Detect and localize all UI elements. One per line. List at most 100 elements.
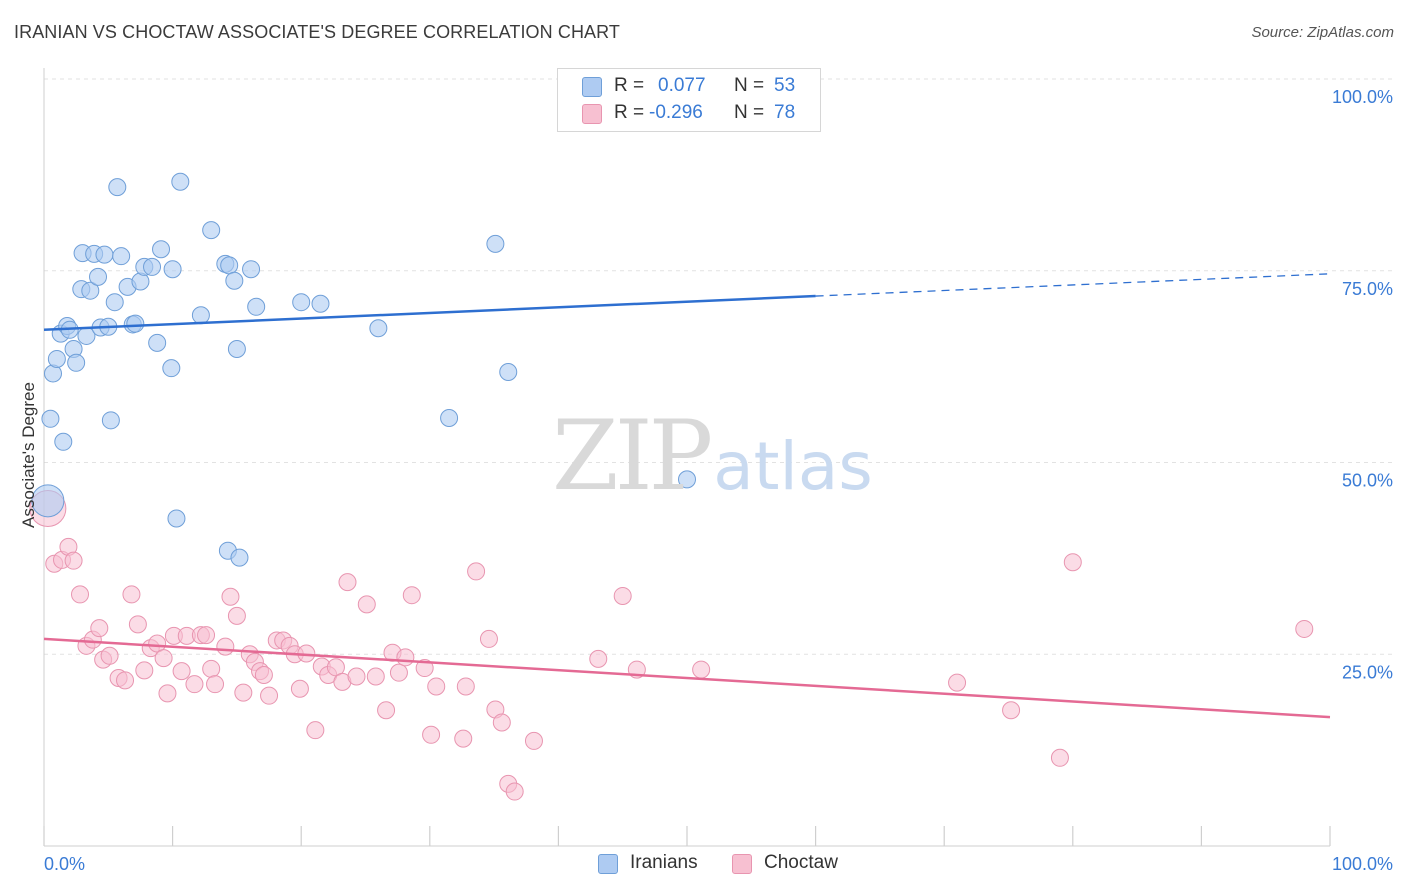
choctaw-point: [467, 562, 486, 581]
choctaw-point: [492, 713, 511, 732]
y-tick-label: 75.0%: [1342, 279, 1393, 299]
choctaw-point: [128, 615, 147, 634]
tick-labels: 100.0% 75.0% 50.0% 25.0% 0.0% 100.0% Associate…: [19, 87, 1393, 874]
legend-r-value: -0.296: [649, 102, 703, 123]
iranians-point: [311, 294, 330, 313]
choctaw-point: [135, 661, 154, 680]
iranians-point: [152, 240, 171, 259]
iranians-point: [41, 409, 60, 428]
axes: [43, 68, 1331, 847]
iranians-point: [227, 339, 246, 358]
iranians-point: [292, 293, 311, 312]
choctaw-point: [692, 660, 711, 679]
choctaw-point: [948, 673, 967, 692]
iranians-point: [167, 509, 186, 528]
iranians-point: [89, 267, 108, 286]
choctaw-point: [377, 701, 396, 720]
chart-title: IRANIAN VS CHOCTAW ASSOCIATE'S DEGREE CO…: [14, 22, 621, 42]
choctaw-point: [1295, 619, 1314, 638]
choctaw-point: [1050, 748, 1069, 767]
iranians-point: [171, 172, 190, 191]
choctaw-point: [524, 731, 543, 750]
iranians-point: [191, 306, 210, 325]
choctaw-point: [172, 662, 191, 681]
choctaw-point: [202, 659, 221, 678]
choctaw-point: [116, 671, 135, 690]
choctaw-point: [122, 585, 141, 604]
legend-swatch-iranians: [582, 77, 602, 97]
iranians-trend-line: [43, 294, 816, 332]
choctaw-point: [402, 586, 421, 605]
choctaw-point: [456, 677, 475, 696]
choctaw-point: [427, 677, 446, 696]
iranians-point: [369, 319, 388, 338]
trend-lines: [43, 273, 1331, 719]
iranians-point: [220, 256, 239, 275]
legend-n-label: N =: [734, 102, 765, 123]
y-tick-label: 100.0%: [1332, 87, 1393, 107]
choctaw-point: [206, 675, 225, 694]
choctaw-points: [29, 490, 1314, 801]
choctaw-point: [347, 667, 366, 686]
watermark-atlas: atlas: [713, 428, 873, 505]
legend-r-label: R =: [614, 102, 645, 123]
y-tick-label: 25.0%: [1342, 662, 1393, 682]
iranians-point: [54, 432, 73, 451]
correlation-legend: R = 0.077 N = 53 R = -0.296 N = 78: [557, 68, 821, 132]
choctaw-point: [396, 648, 415, 667]
bottom-swatch-choctaw: [732, 854, 752, 874]
iranians-point: [31, 484, 65, 518]
choctaw-point: [389, 663, 408, 682]
choctaw-point: [454, 729, 473, 748]
y-tick-label: 50.0%: [1342, 471, 1393, 491]
choctaw-point: [589, 649, 608, 668]
iranians-point: [108, 178, 127, 197]
choctaw-point: [227, 606, 246, 625]
bottom-label-iranians: Iranians: [630, 852, 698, 873]
iranians-point: [247, 297, 266, 316]
watermark-zip: ZIP: [552, 400, 713, 512]
iranians-point: [486, 234, 505, 253]
choctaw-point: [1063, 553, 1082, 572]
iranians-point: [112, 247, 131, 266]
choctaw-point: [254, 665, 273, 684]
iranians-point: [242, 260, 261, 279]
iranians-point: [143, 257, 162, 276]
grid: [44, 78, 1395, 655]
legend-swatch-choctaw: [582, 104, 602, 124]
iranians-point: [678, 470, 696, 489]
choctaw-point: [90, 619, 109, 638]
legend-r-label: R =: [614, 75, 645, 96]
choctaw-point: [71, 585, 90, 604]
iranians-point: [230, 548, 249, 567]
choctaw-point: [357, 595, 376, 614]
iranians-point: [95, 245, 114, 264]
choctaw-point: [1002, 701, 1021, 720]
iranians-point: [202, 221, 221, 240]
iranians-point: [225, 271, 244, 290]
iranians-points: [31, 70, 748, 567]
choctaw-trend-line: [43, 637, 1331, 719]
choctaw-point: [260, 686, 279, 705]
iranians-point: [162, 359, 181, 378]
legend-n-label: N =: [734, 75, 765, 96]
legend-n-value: 53: [774, 75, 796, 96]
choctaw-point: [216, 637, 235, 656]
choctaw-point: [613, 586, 632, 605]
iranians-point: [126, 314, 145, 333]
iranians-point: [163, 260, 182, 279]
zipatlas-watermark: ZIPatlas: [552, 400, 873, 512]
choctaw-point: [154, 649, 173, 668]
choctaw-point: [479, 629, 498, 648]
bottom-swatch-iranians: [598, 854, 618, 874]
choctaw-point: [338, 573, 357, 592]
bottom-label-choctaw: Choctaw: [764, 852, 838, 873]
iranians-point: [440, 409, 459, 428]
iranians-point: [67, 353, 86, 372]
x-tick-label: 100.0%: [1332, 854, 1393, 874]
iranians-point: [47, 349, 66, 368]
iranians-point: [499, 362, 518, 381]
choctaw-point: [306, 721, 325, 740]
legend-r-value: 0.077: [658, 75, 706, 96]
